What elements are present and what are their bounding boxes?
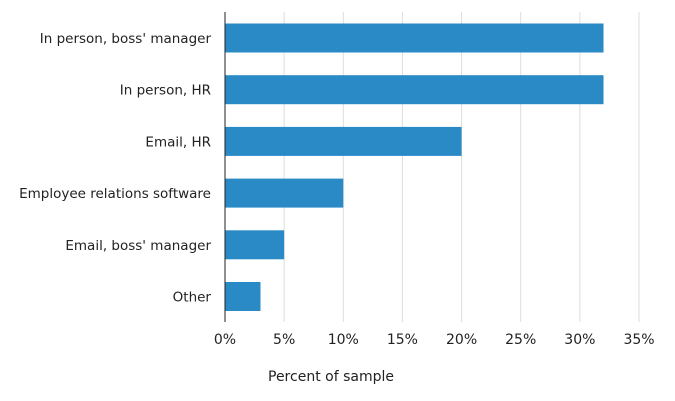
bar: [225, 75, 604, 105]
x-tick-label: 35%: [623, 332, 654, 348]
bars: [225, 23, 604, 311]
x-tick-label: 5%: [273, 332, 295, 348]
category-label: In person, boss' manager: [40, 31, 212, 47]
x-tick-label: 20%: [446, 332, 477, 348]
category-label: Email, boss' manager: [65, 238, 211, 254]
x-tick-label: 30%: [564, 332, 595, 348]
category-label: In person, HR: [120, 83, 211, 99]
bar: [225, 178, 344, 208]
bar: [225, 23, 604, 53]
category-labels: In person, boss' manager In person, HR Ema…: [19, 31, 211, 306]
bar: [225, 126, 462, 156]
x-tick-labels: 0% 5% 10% 15% 20% 25% 30% 35%: [214, 332, 655, 348]
x-tick-label: 0%: [214, 332, 236, 348]
category-label: Other: [173, 290, 212, 306]
category-label: Email, HR: [145, 134, 211, 150]
x-tick-label: 15%: [387, 332, 418, 348]
x-axis-title: Percent of sample: [268, 369, 394, 385]
category-label: Employee relations software: [19, 186, 211, 202]
gridlines: [283, 12, 640, 322]
bar: [225, 230, 285, 260]
x-tick-label: 10%: [328, 332, 359, 348]
bar: [225, 282, 261, 311]
x-tick-label: 25%: [505, 332, 536, 348]
